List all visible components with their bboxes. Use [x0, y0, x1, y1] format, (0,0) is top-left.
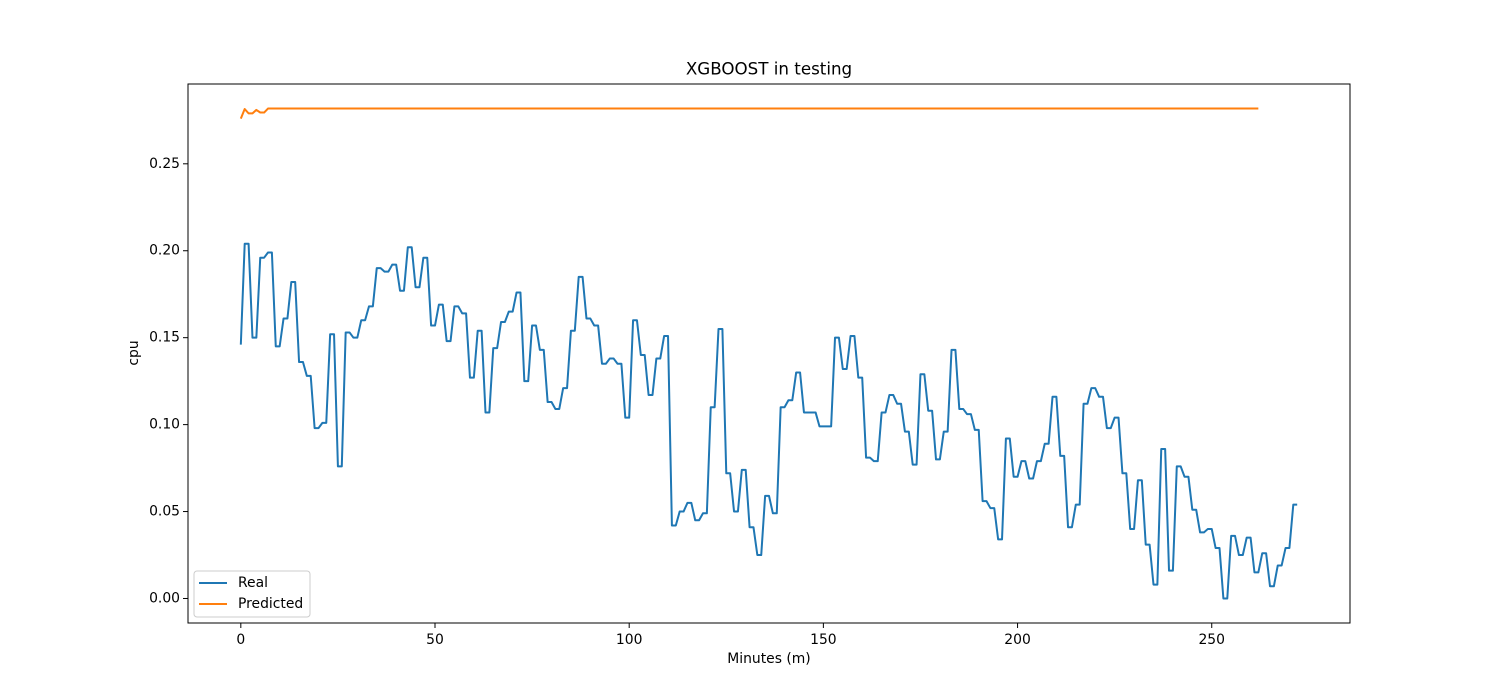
- y-tick-label: 0.00: [149, 590, 180, 606]
- y-tick-label: 0.25: [149, 156, 180, 172]
- x-tick-label: 50: [426, 632, 444, 648]
- data-line: [239, 107, 1259, 119]
- chart-title: XGBOOST in testing: [686, 59, 852, 79]
- y-tick-label: 0.15: [149, 330, 180, 346]
- legend-label: Real: [238, 575, 268, 591]
- x-tick-label: 100: [616, 632, 643, 648]
- x-tick-label: 250: [1198, 632, 1225, 648]
- plot-frame: [187, 83, 1351, 624]
- data-line: [239, 242, 1298, 600]
- y-tick-label: 0.10: [149, 417, 180, 433]
- y-tick-label: 0.20: [149, 243, 180, 259]
- x-tick-label: 0: [236, 632, 245, 648]
- y-tick-label: 0.05: [149, 504, 180, 520]
- x-axis-label: Minutes (m): [727, 651, 810, 667]
- legend-label: Predicted: [238, 596, 303, 612]
- y-axis-label: cpu: [126, 340, 142, 365]
- x-tick-label: 150: [810, 632, 837, 648]
- x-tick-label: 200: [1004, 632, 1031, 648]
